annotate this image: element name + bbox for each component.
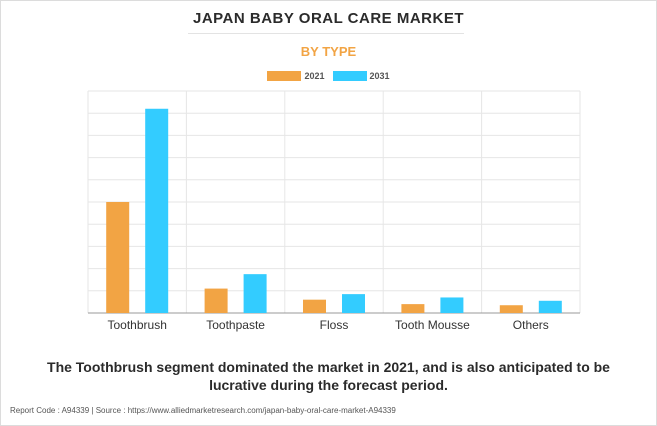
legend: 2021 2031 [0, 71, 657, 81]
chart-caption: The Toothbrush segment dominated the mar… [47, 359, 610, 393]
legend-swatch-2031 [332, 71, 367, 81]
x-tick-label: Tooth Mousse [395, 318, 470, 332]
report-footer: Report Code : A94339 | Source : https://… [10, 406, 396, 415]
bar-2021-others[interactable] [499, 305, 523, 313]
chart-subtitle: BY TYPE [300, 44, 357, 59]
x-tick-label: Toothpaste [206, 318, 265, 332]
bar-2021-toothbrush[interactable] [106, 202, 130, 313]
bar-2021-tooth-mousse[interactable] [401, 304, 425, 313]
x-tick-label: Floss [320, 318, 349, 332]
chart-title: JAPAN BABY ORAL CARE MARKET [192, 10, 465, 27]
legend-swatch-2021 [267, 71, 302, 81]
bar-2021-toothpaste[interactable] [204, 288, 228, 313]
title-divider [188, 33, 464, 34]
x-tick-label: Others [513, 318, 549, 332]
bar-2021-floss[interactable] [303, 299, 326, 313]
bar-2031-floss[interactable] [342, 294, 365, 313]
legend-item-2031[interactable]: 2031 [332, 71, 390, 81]
bar-2031-others[interactable] [538, 300, 562, 313]
legend-label-2031: 2031 [369, 71, 390, 81]
bar-2031-toothpaste[interactable] [243, 274, 267, 313]
x-tick-label: Toothbrush [108, 318, 167, 332]
legend-label-2021: 2021 [304, 71, 325, 81]
bar-2031-tooth-mousse[interactable] [440, 297, 464, 313]
bar-2031-toothbrush[interactable] [145, 108, 169, 313]
legend-item-2021[interactable]: 2021 [267, 71, 325, 81]
